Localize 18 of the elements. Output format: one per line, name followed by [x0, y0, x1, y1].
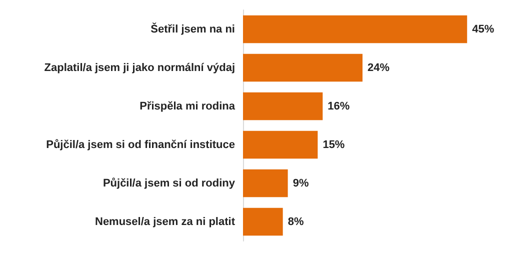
data-label: 16%	[328, 100, 350, 112]
y-tick-label: Nemusel/a jsem za ni platit	[95, 216, 236, 228]
data-label: 24%	[368, 62, 390, 74]
data-label: 45%	[472, 23, 494, 36]
data-label: 15%	[322, 138, 345, 151]
y-tick-label: Šetřil jsem na ni	[150, 22, 235, 36]
data-label: 9%	[292, 177, 309, 190]
y-tick-label: Půjčil/a jsem si od rodiny	[102, 177, 236, 190]
bar	[243, 15, 468, 44]
y-tick-label: Přispěla mi rodina	[140, 100, 236, 112]
bar	[243, 54, 363, 82]
data-label: 8%	[288, 216, 304, 228]
y-tick-label: Půjčil/a jsem si od finanční instituce	[46, 138, 235, 151]
bar	[243, 208, 283, 236]
bar	[243, 130, 318, 159]
y-tick-label: Zaplatil/a jsem ji jako normální výdaj	[44, 62, 235, 74]
bar	[243, 92, 323, 120]
bar	[243, 169, 288, 198]
